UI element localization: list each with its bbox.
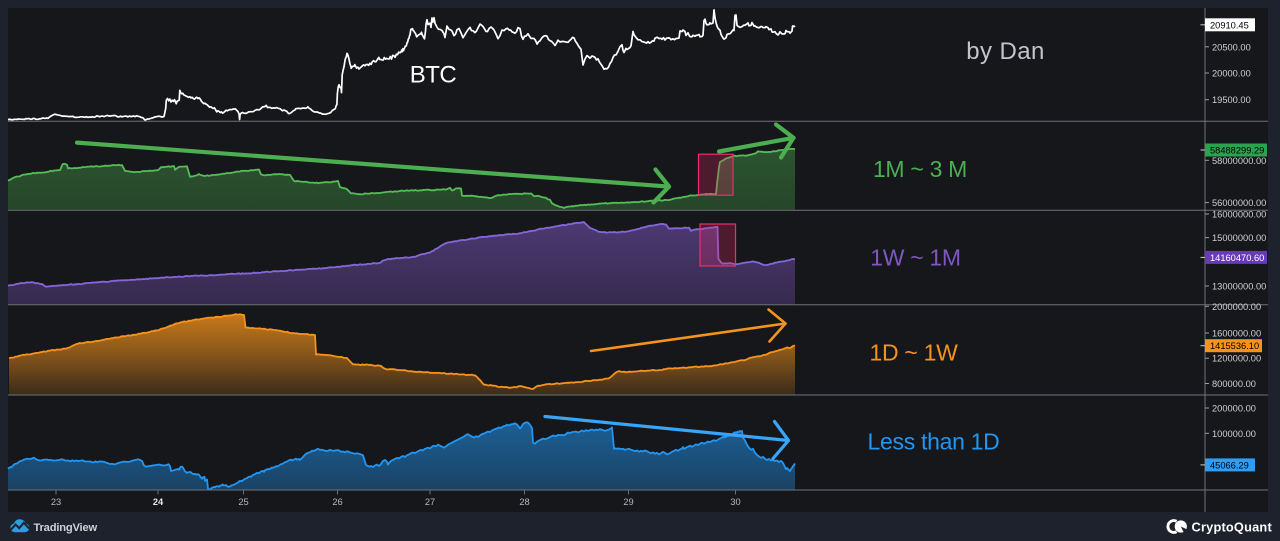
- svg-text:27: 27: [425, 497, 435, 507]
- svg-text:Less than 1D: Less than 1D: [868, 429, 1000, 455]
- svg-text:19500.00: 19500.00: [1212, 95, 1251, 105]
- svg-text:1600000.00: 1600000.00: [1212, 329, 1261, 339]
- svg-text:1415536.10: 1415536.10: [1210, 341, 1259, 351]
- svg-text:29: 29: [623, 497, 633, 507]
- svg-text:100000.00: 100000.00: [1212, 429, 1256, 439]
- svg-text:BTC: BTC: [410, 62, 457, 89]
- svg-text:TradingView: TradingView: [34, 522, 98, 534]
- svg-text:45066.29: 45066.29: [1210, 460, 1249, 470]
- svg-text:CryptoQuant: CryptoQuant: [1192, 520, 1273, 535]
- svg-text:15000000.00: 15000000.00: [1212, 233, 1266, 243]
- svg-text:13000000.00: 13000000.00: [1212, 282, 1266, 292]
- svg-text:20500.00: 20500.00: [1212, 42, 1251, 52]
- svg-text:58488299.29: 58488299.29: [1210, 146, 1264, 156]
- svg-text:by Dan: by Dan: [966, 38, 1044, 65]
- svg-text:20910.45: 20910.45: [1210, 20, 1249, 30]
- svg-text:1200000.00: 1200000.00: [1212, 354, 1261, 364]
- svg-text:16000000.00: 16000000.00: [1212, 210, 1266, 220]
- svg-text:25: 25: [238, 497, 248, 507]
- svg-text:28: 28: [519, 497, 529, 507]
- svg-text:2000000.00: 2000000.00: [1212, 302, 1261, 312]
- svg-text:800000.00: 800000.00: [1212, 379, 1256, 389]
- svg-text:24: 24: [153, 497, 164, 507]
- svg-text:14160470.60: 14160470.60: [1210, 253, 1264, 263]
- svg-text:1W ~ 1M: 1W ~ 1M: [870, 245, 961, 271]
- svg-text:1M ~ 3 M: 1M ~ 3 M: [873, 156, 967, 182]
- svg-text:23: 23: [51, 497, 61, 507]
- svg-text:26: 26: [332, 497, 342, 507]
- svg-text:200000.00: 200000.00: [1212, 404, 1256, 414]
- svg-text:58000000.00: 58000000.00: [1212, 156, 1266, 166]
- svg-text:30: 30: [730, 497, 740, 507]
- svg-text:20000.00: 20000.00: [1212, 69, 1251, 79]
- svg-text:1D ~ 1W: 1D ~ 1W: [869, 340, 958, 366]
- svg-text:56000000.00: 56000000.00: [1212, 198, 1266, 208]
